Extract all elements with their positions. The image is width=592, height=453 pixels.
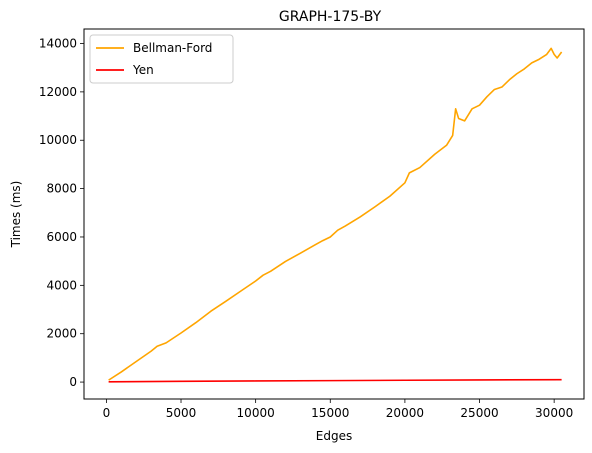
- y-tick-label: 8000: [46, 182, 77, 196]
- y-tick-label: 2000: [46, 327, 77, 341]
- x-tick-label: 10000: [237, 406, 275, 420]
- y-tick-label: 12000: [39, 85, 77, 99]
- series-line-bellman-ford: [108, 47, 563, 381]
- y-axis-label: Times (ms): [9, 181, 23, 249]
- legend-label-yen: Yen: [132, 63, 154, 77]
- y-tick-label: 14000: [39, 37, 77, 51]
- x-tick-label: 30000: [535, 406, 573, 420]
- x-tick-label: 5000: [166, 406, 197, 420]
- y-tick-label: 6000: [46, 230, 77, 244]
- legend: Bellman-Ford Yen: [89, 34, 234, 84]
- y-tick-label: 4000: [46, 278, 77, 292]
- x-tick-label: 25000: [460, 406, 498, 420]
- series-layer: [108, 47, 563, 383]
- y-tick-label: 0: [69, 375, 77, 389]
- x-tick-label: 15000: [311, 406, 349, 420]
- series-line-yen: [108, 378, 562, 383]
- plot-frame: [83, 28, 585, 400]
- x-tick-label: 0: [103, 406, 111, 420]
- legend-box: [89, 34, 234, 84]
- legend-label-bellman-ford: Bellman-Ford: [133, 41, 212, 55]
- x-tick-label: 20000: [386, 406, 424, 420]
- y-tick-label: 10000: [39, 133, 77, 147]
- x-axis-ticks: 0 5000 10000 15000 20000 25000 30000: [103, 399, 573, 420]
- x-axis-label: Edges: [316, 429, 352, 443]
- y-axis-ticks: 0 2000 4000 6000 8000 10000 12000 14000: [39, 37, 84, 389]
- chart-title: GRAPH-175-BY: [279, 9, 382, 25]
